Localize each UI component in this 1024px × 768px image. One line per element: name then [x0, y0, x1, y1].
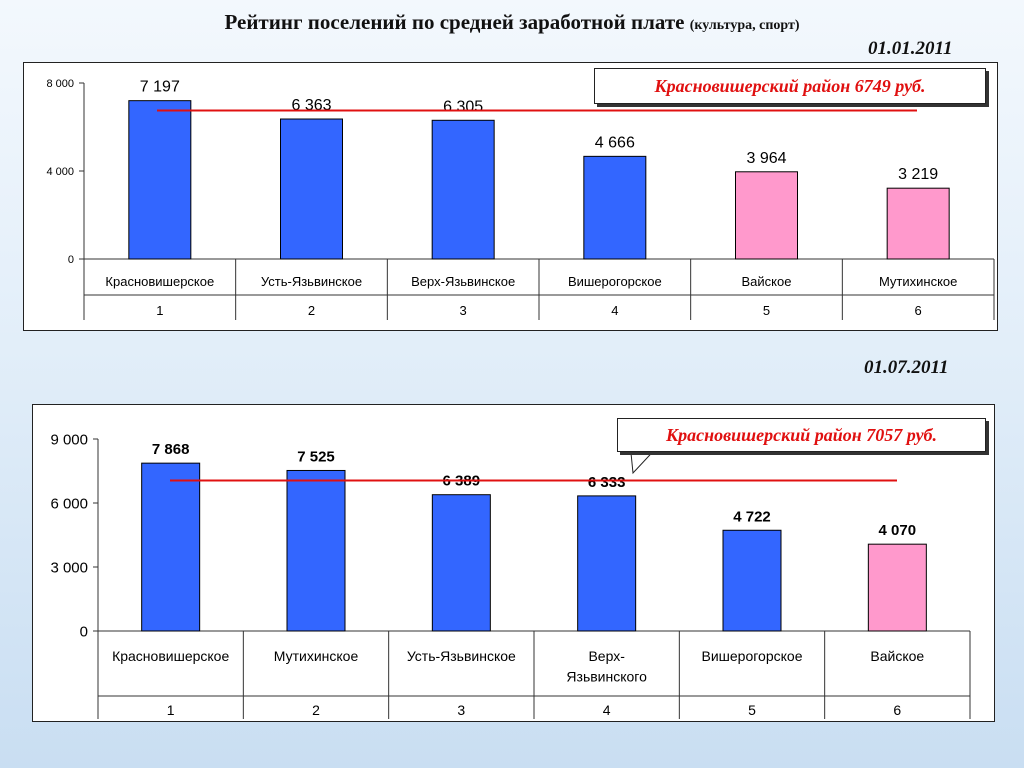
y-tick-label: 0: [80, 623, 88, 640]
value-label: 6 333: [588, 474, 626, 491]
rank-label: 3: [460, 303, 467, 318]
date-label-2: 01.07.2011: [864, 357, 949, 378]
rank-label: 6: [915, 303, 922, 318]
rank-label: 6: [893, 702, 901, 718]
bar-5: [722, 529, 782, 632]
bar-4: [577, 495, 637, 632]
y-tick-label: 0: [68, 254, 74, 266]
rank-label: 1: [167, 702, 175, 718]
bar-2: [286, 469, 346, 632]
category-label: Верх-Язьвинского: [566, 648, 647, 684]
category-label: Красновишерское: [105, 274, 214, 289]
category-label: Усть-Язьвинское: [407, 648, 516, 664]
title-main: Рейтинг поселений по средней заработной …: [224, 10, 685, 34]
category-label: Красновишерское: [112, 648, 229, 664]
category-label: Вайское: [870, 648, 924, 664]
rank-label: 3: [457, 702, 465, 718]
rank-label: 4: [611, 303, 618, 318]
rank-label: 5: [748, 702, 756, 718]
district-average-callout: Красновишерский район 7057 руб.: [617, 418, 986, 452]
value-label: 3 219: [898, 166, 938, 183]
value-label: 3 964: [746, 150, 786, 167]
rank-label: 2: [308, 303, 315, 318]
value-label: 7 525: [297, 448, 335, 465]
category-label: Усть-Язьвинское: [261, 274, 362, 289]
page-title: Рейтинг поселений по средней заработной …: [0, 10, 1024, 35]
rank-label: 1: [156, 303, 163, 318]
value-label: 4 666: [595, 134, 635, 151]
value-label: 4 722: [733, 508, 771, 525]
y-tick-label: 9 000: [50, 431, 88, 448]
value-label: 4 070: [879, 522, 917, 539]
category-label: Верх-Язьвинское: [411, 274, 515, 289]
bar-3: [431, 494, 491, 632]
bar-1: [141, 462, 201, 632]
date-label-1: 01.01.2011: [868, 38, 953, 59]
category-label: Мутихинское: [879, 274, 957, 289]
value-label: 7 197: [140, 79, 180, 96]
category-label: Вишерогорское: [568, 274, 662, 289]
value-label: 6 305: [443, 98, 483, 115]
category-label: Вишерогорское: [702, 648, 803, 664]
bar-6: [886, 187, 950, 260]
y-tick-label: 6 000: [50, 495, 88, 512]
bar-5: [735, 171, 798, 260]
y-tick-label: 3 000: [50, 559, 88, 576]
title-subtitle: (культура, спорт): [689, 18, 800, 33]
bar-1: [128, 100, 192, 260]
y-tick-label: 8 000: [46, 78, 74, 90]
category-label: Вайское: [742, 274, 792, 289]
rank-label: 2: [312, 702, 320, 718]
rank-label: 4: [603, 702, 611, 718]
y-tick-label: 4 000: [46, 166, 74, 178]
bar-6: [867, 543, 927, 632]
bar-3: [431, 119, 495, 260]
category-label: Мутихинское: [274, 648, 359, 664]
rank-label: 5: [763, 303, 770, 318]
district-average-callout: Красновишерский район 6749 руб.: [594, 68, 986, 104]
bar-2: [280, 118, 343, 260]
value-label: 7 868: [152, 441, 190, 458]
bar-4: [583, 155, 647, 260]
